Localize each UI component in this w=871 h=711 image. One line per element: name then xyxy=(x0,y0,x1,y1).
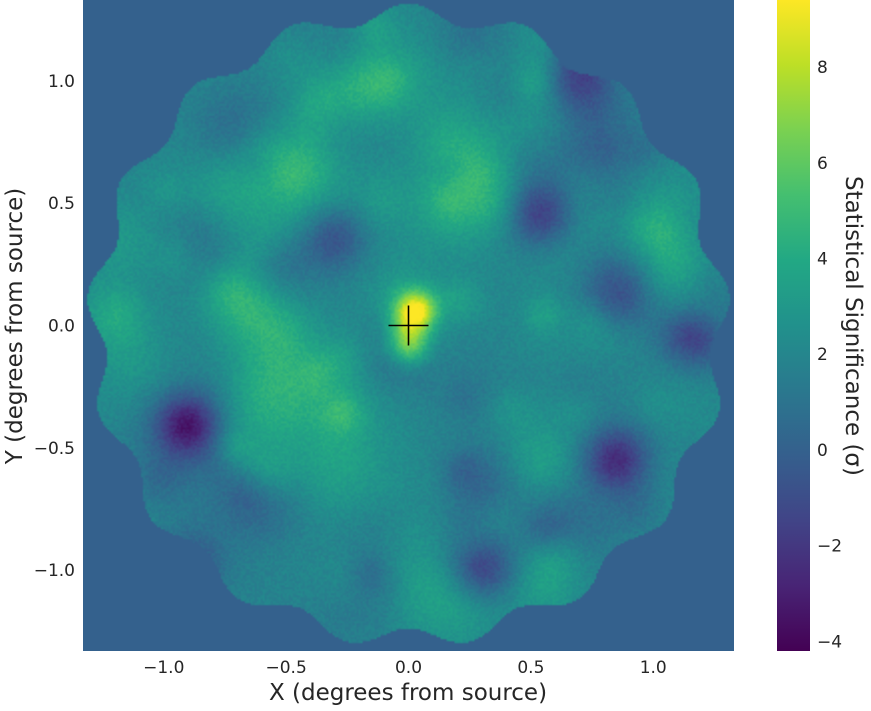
x-axis-label: X (degrees from source) xyxy=(269,680,547,706)
y-tick-label: 0.0 xyxy=(48,317,75,337)
colorbar-tick-label: −2 xyxy=(817,537,842,557)
x-axis-tick-labels: −1.0 −0.5 0.0 0.5 1.0 xyxy=(143,658,667,678)
x-tick-label: 1.0 xyxy=(640,658,667,678)
y-tick-label: −1.0 xyxy=(34,561,75,581)
y-axis-tick-labels: 1.0 0.5 0.0 −0.5 −1.0 xyxy=(34,72,75,581)
x-tick-label: 0.0 xyxy=(395,658,422,678)
x-tick-label: 0.5 xyxy=(517,658,544,678)
colorbar-label: Statistical Significance (σ) xyxy=(840,176,866,476)
x-tick-label: −0.5 xyxy=(265,658,306,678)
y-tick-label: 1.0 xyxy=(48,72,75,92)
colorbar-tick-label: 2 xyxy=(817,345,828,365)
colorbar-tick-label: 0 xyxy=(817,441,828,461)
y-tick-label: 0.5 xyxy=(48,194,75,214)
colorbar-tick-labels: 8 6 4 2 0 −2 −4 xyxy=(817,58,842,652)
y-tick-label: −0.5 xyxy=(34,439,75,459)
colorbar-tick-label: 8 xyxy=(817,58,828,78)
colorbar-gradient xyxy=(777,0,810,651)
colorbar-tick-label: 4 xyxy=(817,249,828,269)
colorbar: 8 6 4 2 0 −2 −4 Statistical Significance (σ) xyxy=(777,0,866,652)
source-position-marker xyxy=(388,305,429,346)
y-axis-label: Y (degrees from source) xyxy=(2,188,28,465)
colorbar-tick-label: −4 xyxy=(817,632,842,652)
x-tick-label: −1.0 xyxy=(143,658,184,678)
colorbar-tick-label: 6 xyxy=(817,154,828,174)
